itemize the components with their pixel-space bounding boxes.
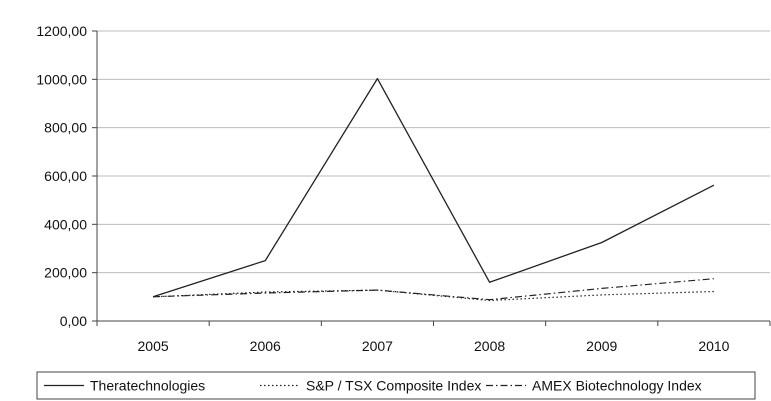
y-tick-label: 1000,00	[36, 71, 87, 87]
y-tick-label: 600,00	[44, 168, 87, 184]
x-tick-label: 2010	[698, 338, 729, 354]
y-tick-label: 1200,00	[36, 23, 87, 39]
x-tick-label: 2009	[586, 338, 617, 354]
legend-label: S&P / TSX Composite Index	[306, 378, 481, 394]
y-tick-label: 0,00	[60, 313, 87, 329]
y-tick-label: 400,00	[44, 216, 87, 232]
legend-label: AMEX Biotechnology Index	[532, 378, 702, 394]
y-tick-label: 800,00	[44, 120, 87, 136]
legend-label: Theratechnologies	[90, 378, 205, 394]
x-tick-label: 2008	[474, 338, 505, 354]
x-tick-label: 2007	[362, 338, 393, 354]
y-tick-label: 200,00	[44, 265, 87, 281]
x-tick-label: 2005	[138, 338, 169, 354]
legend: Theratechnologies S&P / TSX Composite Ind…	[37, 372, 755, 399]
x-tick-label: 2006	[250, 338, 281, 354]
